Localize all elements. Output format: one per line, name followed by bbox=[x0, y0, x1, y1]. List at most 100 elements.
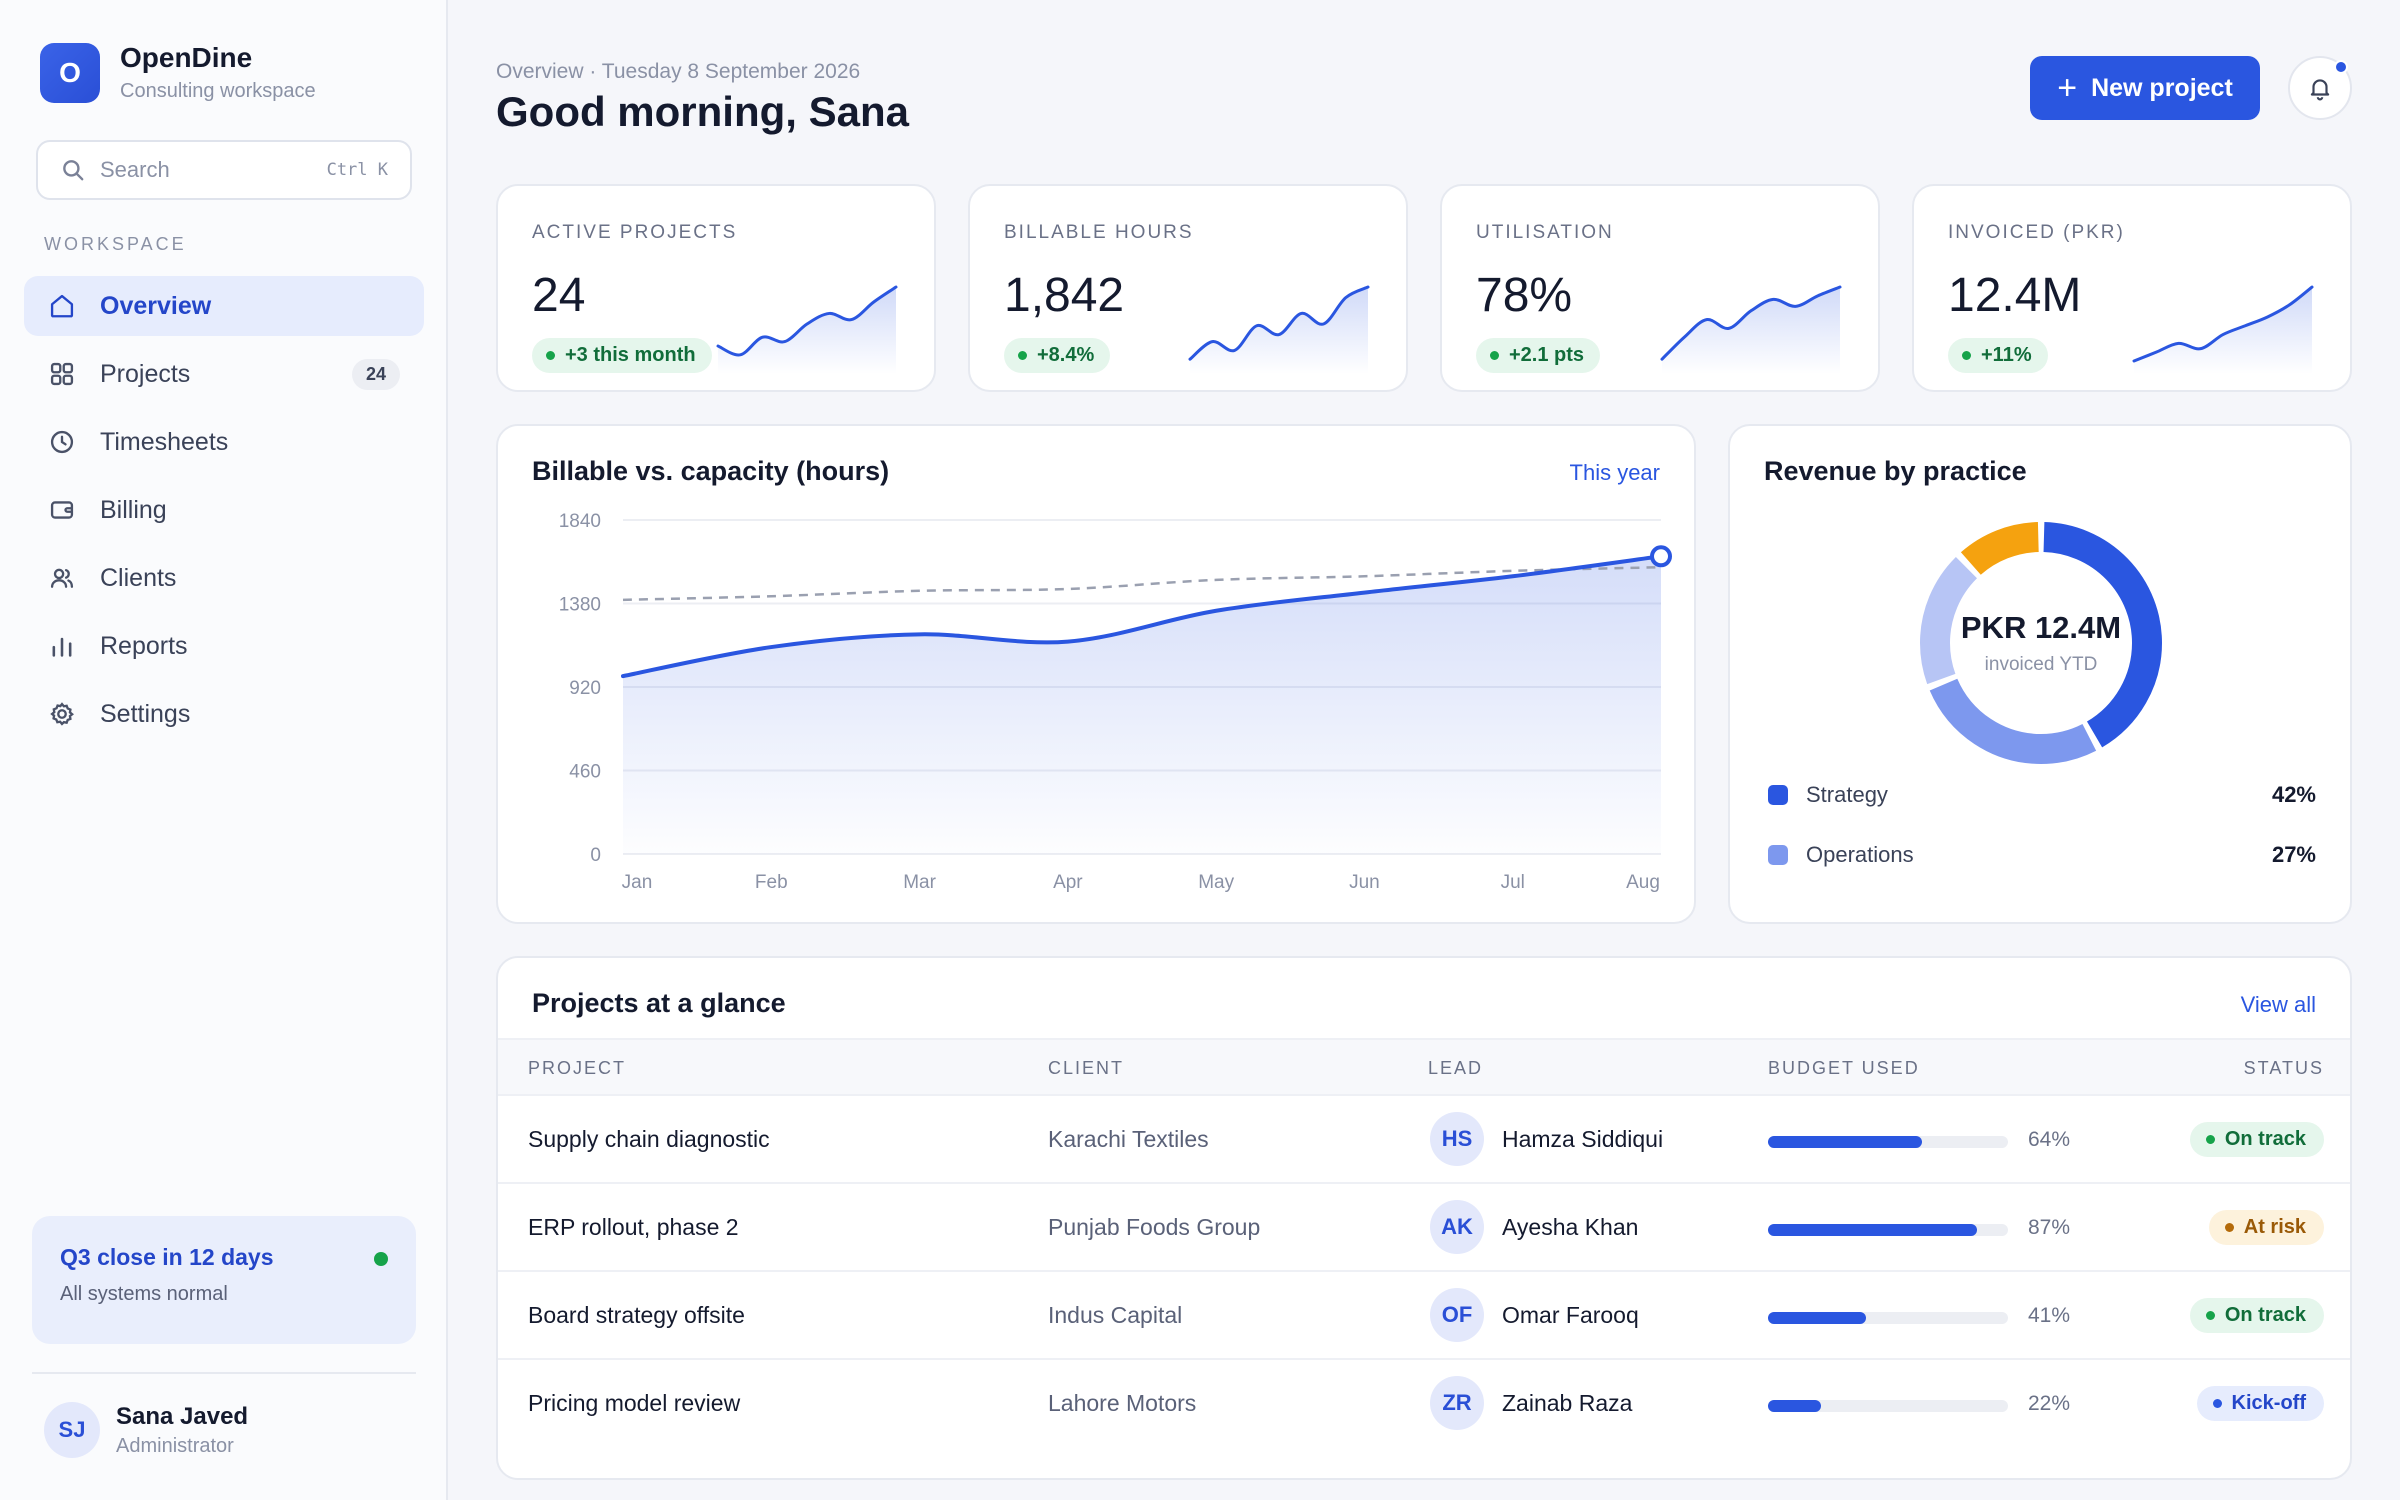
new-project-button[interactable]: + New project bbox=[2030, 56, 2260, 120]
x-tick-label: Jun bbox=[1349, 872, 1380, 893]
client-name: Punjab Foods Group bbox=[1048, 1214, 1261, 1240]
sparkline bbox=[716, 285, 898, 374]
legend-swatch bbox=[1768, 785, 1788, 805]
sparkline-line bbox=[716, 285, 898, 357]
sparkline bbox=[2132, 285, 2314, 374]
sidebar-item-projects[interactable]: Projects 24 bbox=[24, 344, 424, 404]
kpi-card-invoiced[interactable]: INVOICED (PKR) 12.4M +11% bbox=[1912, 184, 2352, 392]
sparkline-area bbox=[1190, 287, 1368, 374]
sidebar-item-billing[interactable]: Billing bbox=[24, 480, 424, 540]
chart-title: Billable vs. capacity (hours) bbox=[532, 456, 890, 486]
sidebar-item-label: Clients bbox=[100, 563, 177, 592]
x-tick-label: Jul bbox=[1501, 872, 1525, 893]
user-role: Administrator bbox=[116, 1434, 234, 1457]
legend-value: 27% bbox=[2271, 842, 2316, 867]
project-name[interactable]: Pricing model review bbox=[528, 1390, 741, 1416]
budget-bar bbox=[1768, 1224, 2008, 1236]
kpi-delta-badge: +11% bbox=[1948, 338, 2048, 373]
project-name[interactable]: ERP rollout, phase 2 bbox=[528, 1214, 739, 1240]
sidebar-item-reports[interactable]: Reports bbox=[24, 616, 424, 676]
status-badge: On track bbox=[2189, 1122, 2324, 1157]
y-tick-label: 0 bbox=[590, 845, 601, 866]
kpi-delta-badge: +8.4% bbox=[1004, 338, 1111, 373]
legend-value: 42% bbox=[2271, 782, 2316, 807]
table-row[interactable]: ERP rollout, phase 2 Punjab Foods Group … bbox=[498, 1184, 2350, 1272]
column-header-lead[interactable]: LEAD bbox=[1428, 1058, 1484, 1078]
kpi-card-billable-hours[interactable]: BILLABLE HOURS 1,842 +8.4% bbox=[968, 184, 1408, 392]
avatar: SJ bbox=[44, 1402, 100, 1458]
column-header-budget[interactable]: BUDGET USED bbox=[1768, 1058, 1920, 1078]
lead-cell: AK Ayesha Khan bbox=[1430, 1200, 1638, 1254]
status-card-subtitle: All systems normal bbox=[60, 1283, 228, 1305]
lead-cell: OF Omar Farooq bbox=[1430, 1288, 1639, 1342]
status-badge: On track bbox=[2189, 1298, 2324, 1333]
budget-bar-fill bbox=[1768, 1136, 1922, 1148]
client-name: Karachi Textiles bbox=[1048, 1126, 1209, 1152]
billable-endpoint-marker[interactable] bbox=[1650, 545, 1672, 568]
kpi-delta: +8.4% bbox=[1037, 344, 1095, 366]
sidebar-item-label: Timesheets bbox=[100, 427, 229, 456]
brand-logo: O bbox=[40, 42, 100, 103]
sparkline-area bbox=[718, 287, 896, 374]
lead-cell: HS Hamza Siddiqui bbox=[1430, 1112, 1663, 1166]
notifications-button[interactable] bbox=[2288, 56, 2352, 120]
project-name[interactable]: Board strategy offsite bbox=[528, 1302, 745, 1328]
x-tick-label: Feb bbox=[755, 872, 788, 893]
notification-dot bbox=[2334, 60, 2348, 74]
billable-area bbox=[623, 556, 1661, 854]
sidebar-item-label: Projects bbox=[100, 359, 191, 388]
chart-range-selector[interactable]: This year bbox=[1569, 460, 1660, 485]
view-all-link[interactable]: View all bbox=[2240, 992, 2316, 1017]
kpi-card-active-projects[interactable]: ACTIVE PROJECTS 24 +3 this month bbox=[496, 184, 936, 392]
status-card[interactable]: Q3 close in 12 days All systems normal bbox=[32, 1216, 416, 1344]
y-tick-label: 1380 bbox=[559, 595, 601, 616]
sidebar-item-overview[interactable]: Overview bbox=[24, 276, 424, 336]
search-input[interactable]: Search Ctrl K bbox=[36, 140, 412, 200]
table-row[interactable]: Board strategy offsite Indus Capital OF O… bbox=[498, 1272, 2350, 1360]
revenue-donut bbox=[1920, 522, 2162, 764]
page-title: Good morning, Sana bbox=[496, 88, 910, 135]
column-header-project[interactable]: PROJECT bbox=[528, 1058, 627, 1078]
status-label: At risk bbox=[2243, 1216, 2306, 1238]
kpi-card-utilisation[interactable]: UTILISATION 78% +2.1 pts bbox=[1440, 184, 1880, 392]
new-project-label: New project bbox=[2091, 73, 2233, 102]
gear-icon bbox=[50, 702, 74, 726]
sparkline bbox=[1188, 285, 1370, 374]
sparkline bbox=[1660, 285, 1842, 374]
kpi-label: INVOICED (PKR) bbox=[1948, 222, 2125, 243]
grid-icon bbox=[50, 362, 74, 386]
legend-name: Operations bbox=[1806, 842, 1914, 867]
status-label: On track bbox=[2224, 1304, 2306, 1326]
search-shortcut: Ctrl K bbox=[326, 160, 388, 180]
wallet-icon bbox=[50, 501, 74, 519]
kpi-value: 12.4M bbox=[1948, 269, 2082, 322]
donut-segment-operations[interactable] bbox=[1920, 522, 2162, 764]
table-row[interactable]: Pricing model review Lahore Motors ZR Zai… bbox=[498, 1360, 2350, 1448]
avatar: HS bbox=[1430, 1112, 1484, 1166]
brand-name: OpenDine bbox=[120, 42, 253, 73]
budget-bar-fill bbox=[1768, 1224, 1977, 1236]
sidebar: O OpenDine Consulting workspace Search C… bbox=[0, 0, 448, 1500]
column-header-status[interactable]: STATUS bbox=[2243, 1058, 2324, 1078]
brand[interactable]: O OpenDine Consulting workspace bbox=[40, 42, 316, 103]
sidebar-item-timesheets[interactable]: Timesheets bbox=[24, 412, 424, 472]
budget-percent: 41% bbox=[2028, 1304, 2071, 1327]
donut-segment[interactable] bbox=[1920, 522, 2162, 764]
user-name: Sana Javed bbox=[116, 1402, 249, 1430]
project-name[interactable]: Supply chain diagnostic bbox=[528, 1126, 770, 1152]
x-tick-label: Jan bbox=[622, 872, 653, 893]
donut-center-value: PKR 12.4M bbox=[1960, 610, 2122, 645]
lead-name: Omar Farooq bbox=[1502, 1301, 1639, 1328]
donut-segment-strategy[interactable] bbox=[1920, 522, 2162, 764]
status-label: Kick-off bbox=[2231, 1392, 2306, 1414]
sidebar-item-clients[interactable]: Clients bbox=[24, 548, 424, 608]
budget-bar bbox=[1768, 1136, 2008, 1148]
revenue-card: Revenue by practice PKR 12.4M invoiced Y… bbox=[1728, 424, 2352, 924]
table-row[interactable]: Supply chain diagnostic Karachi Textiles… bbox=[498, 1096, 2350, 1184]
column-header-client[interactable]: CLIENT bbox=[1048, 1058, 1125, 1078]
sidebar-item-settings[interactable]: Settings bbox=[24, 684, 424, 744]
sidebar-item-label: Settings bbox=[100, 699, 191, 728]
user-profile[interactable]: SJ Sana Javed Administrator bbox=[32, 1372, 416, 1458]
avatar: ZR bbox=[1430, 1376, 1484, 1430]
donut-center-subtitle: invoiced YTD bbox=[1984, 654, 2098, 675]
